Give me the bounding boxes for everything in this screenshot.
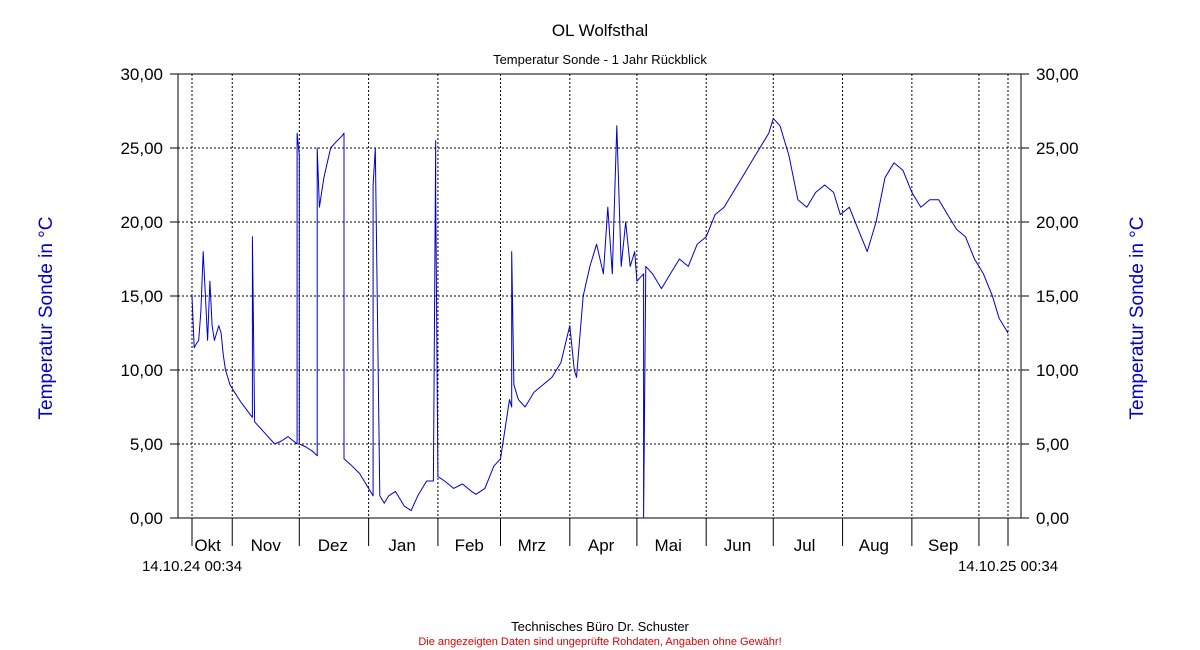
month-label: Jul (794, 536, 816, 555)
month-label: Dez (318, 536, 348, 555)
month-label: Okt (194, 536, 221, 555)
y-tick-label-right: 10,00 (1036, 361, 1079, 380)
series-layer (191, 117, 1009, 519)
month-label: Sep (928, 536, 958, 555)
month-label: Aug (859, 536, 889, 555)
y-axis-label-right: Temperatur Sonde in °C (1127, 217, 1148, 420)
month-label: Feb (455, 536, 484, 555)
y-tick-label-left: 15,00 (120, 287, 163, 306)
month-label: Apr (588, 536, 615, 555)
month-label: Jan (388, 536, 415, 555)
y-tick-label-right: 0,00 (1036, 509, 1069, 528)
month-label: Jun (724, 536, 751, 555)
y-tick-label-left: 0,00 (130, 509, 163, 528)
month-label: Nov (251, 536, 282, 555)
y-tick-label-left: 25,00 (120, 139, 163, 158)
y-axis-label-left: Temperatur Sonde in °C (36, 217, 57, 420)
month-label: Mrz (518, 536, 546, 555)
footer-disclaimer: Die angezeigten Daten sind ungeprüfte Ro… (418, 636, 781, 648)
y-tick-label-right: 20,00 (1036, 213, 1079, 232)
end-datetime-label: 14.10.25 00:34 (958, 558, 1058, 575)
month-label: Mai (654, 536, 681, 555)
y-tick-label-left: 20,00 (120, 213, 163, 232)
y-tick-label-left: 5,00 (130, 435, 163, 454)
chart-title: OL Wolfsthal (552, 21, 648, 40)
y-tick-label-right: 5,00 (1036, 435, 1069, 454)
footer-company: Technisches Büro Dr. Schuster (511, 619, 689, 634)
y-tick-label-right: 25,00 (1036, 139, 1079, 158)
y-tick-label-right: 30,00 (1036, 65, 1079, 84)
grid-layer (178, 73, 1021, 546)
chart-subtitle: Temperatur Sonde - 1 Jahr Rückblick (493, 52, 707, 67)
y-tick-label-right: 15,00 (1036, 287, 1079, 306)
y-axis-ticks: 0,00 0,00 5,00 5,00 10,00 10,00 15,00 15,00 20,0… (120, 65, 1078, 528)
temperature-series-line (191, 117, 1009, 519)
start-datetime-label: 14.10.24 00:34 (142, 558, 242, 575)
y-tick-label-left: 30,00 (120, 65, 163, 84)
y-tick-label-left: 10,00 (120, 361, 163, 380)
x-axis-month-labels: Okt Nov Dez Jan Feb Mrz Apr Mai Jun Jul Aug Sep (194, 536, 958, 555)
